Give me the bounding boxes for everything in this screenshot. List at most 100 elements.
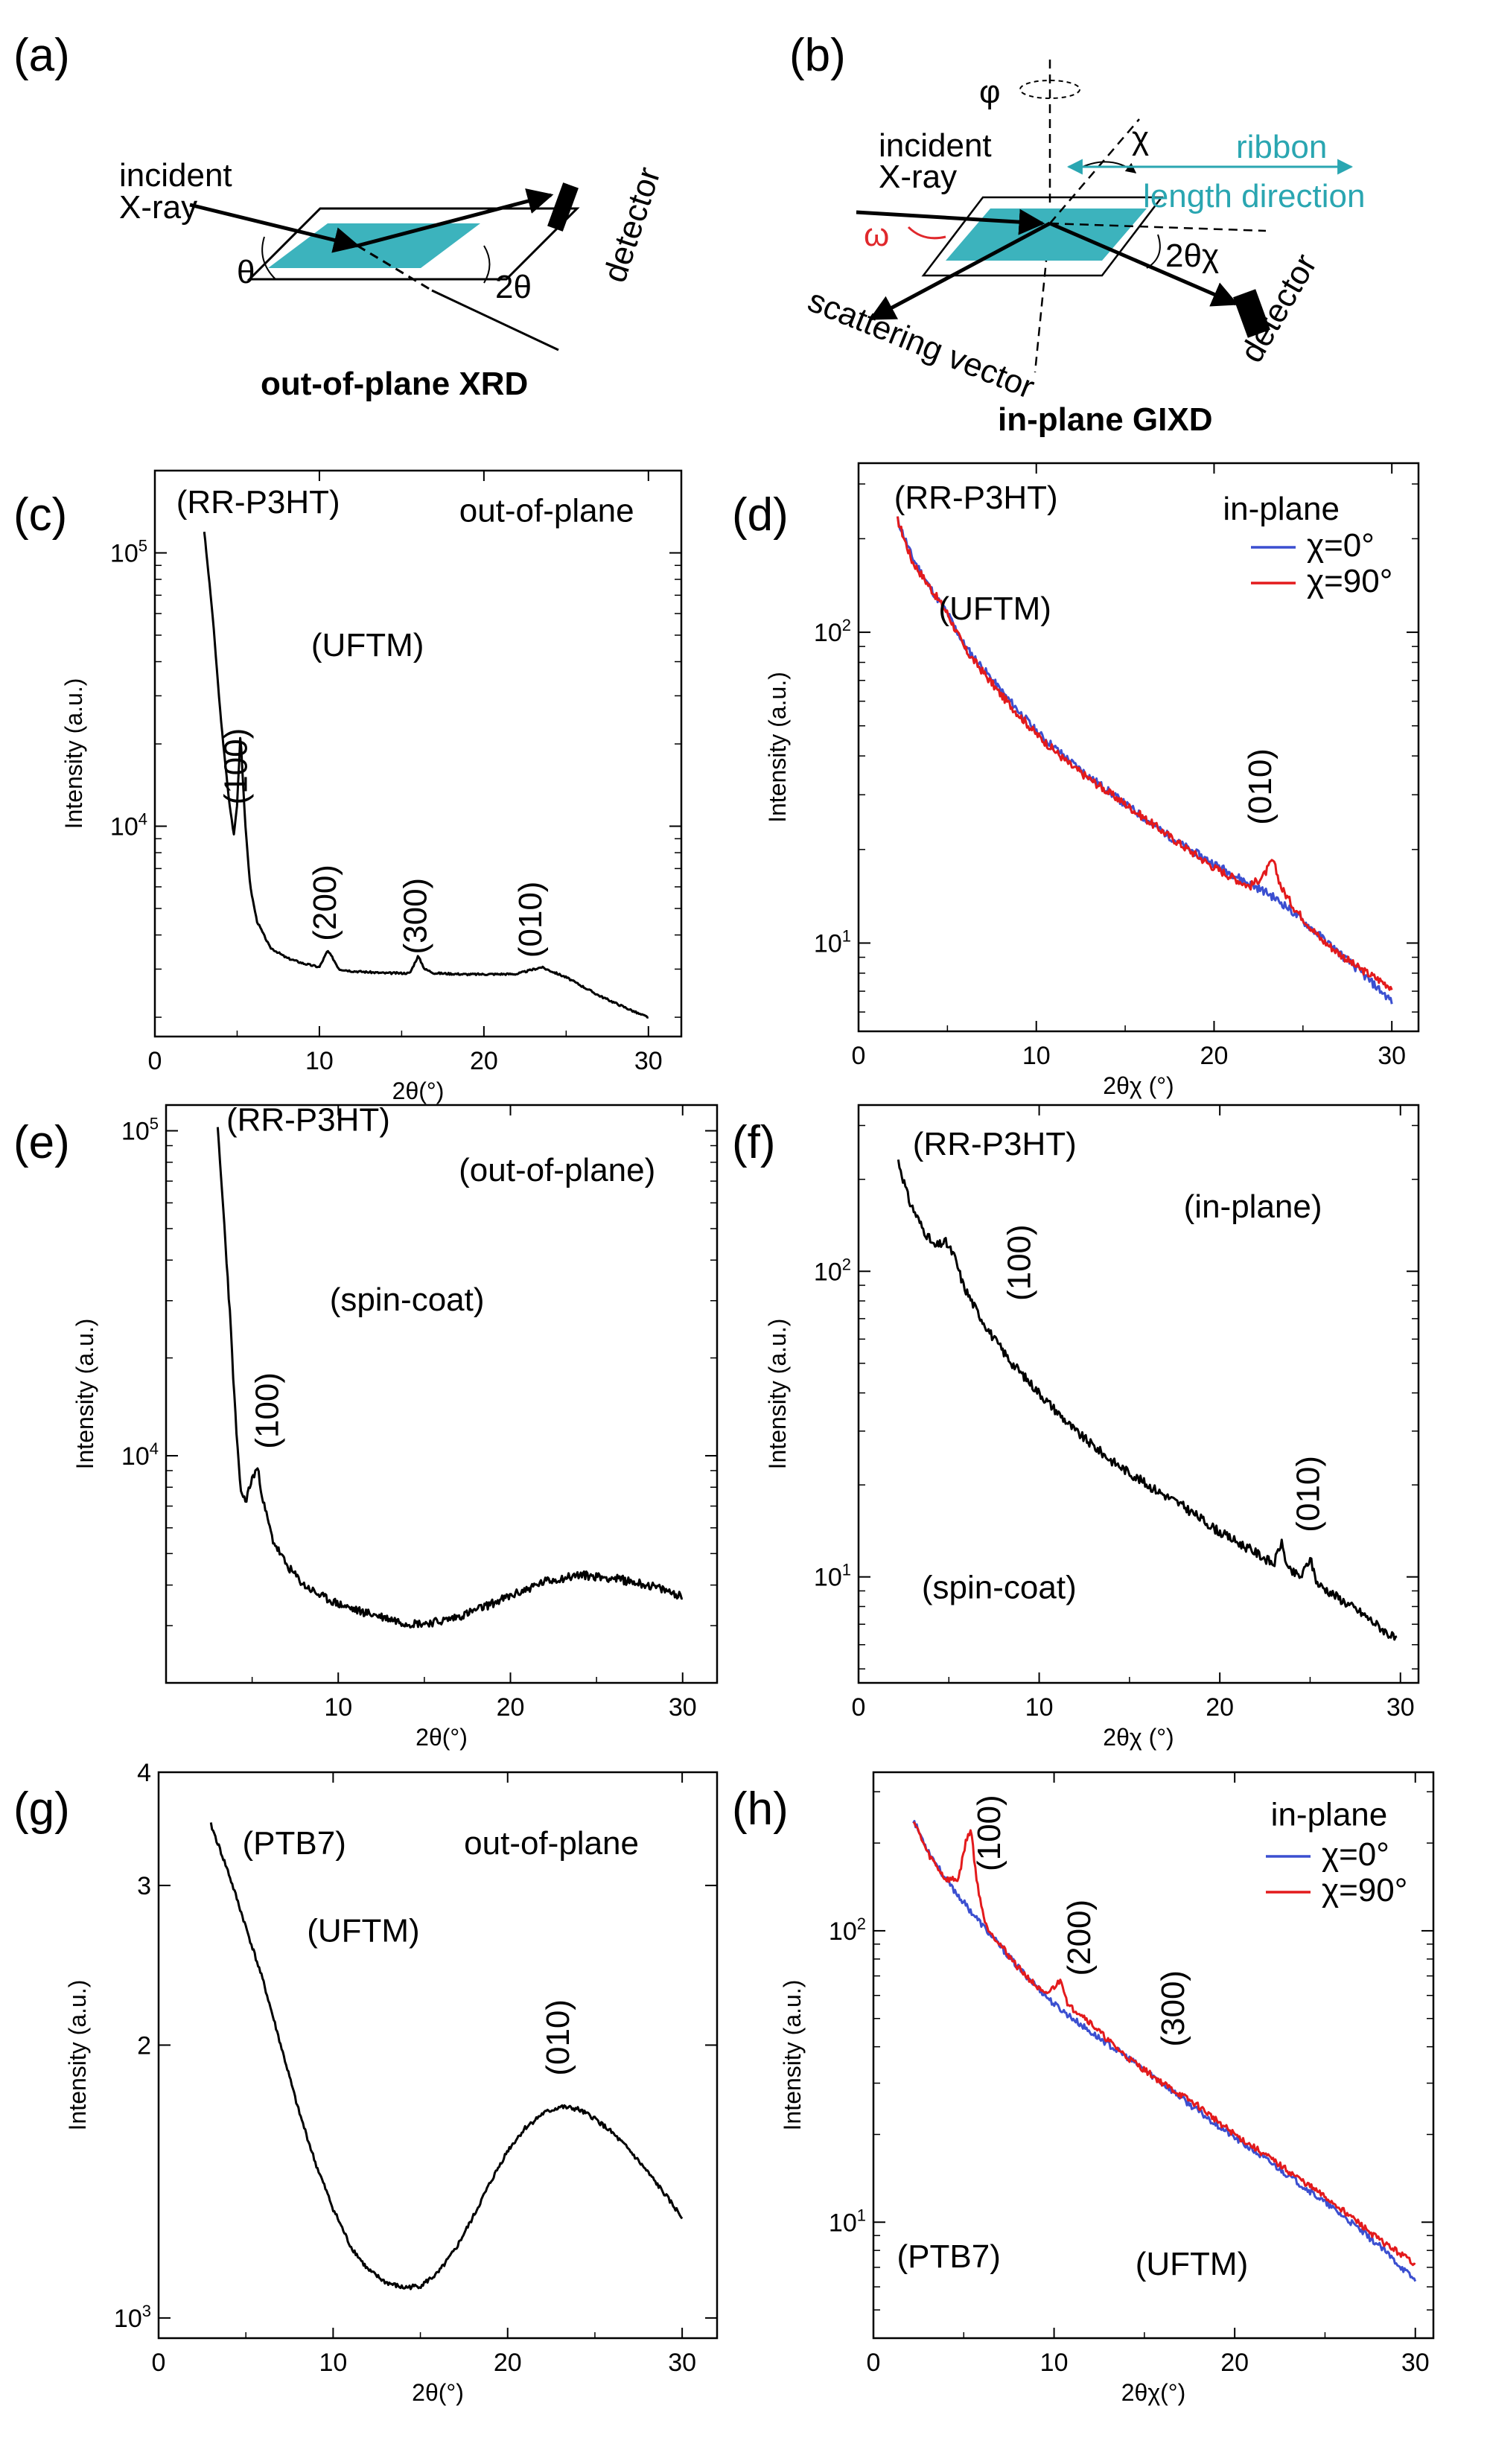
peak-label: (010) [512, 882, 549, 958]
theta-arc [261, 236, 276, 280]
y-axis-label: Intensity (a.u.) [71, 1319, 98, 1470]
y-tick-label: 101 [829, 2206, 866, 2237]
y-axis-label: Intensity (a.u.) [779, 1980, 806, 2131]
y-tick-label: 102 [814, 616, 851, 647]
incident-label-2: X-ray [119, 189, 197, 226]
annotation: (RR-P3HT) [913, 1126, 1077, 1162]
annotation: (PTB7) [243, 1825, 346, 1862]
omega-arc [907, 226, 946, 240]
panel-b-caption: in-plane GIXD [998, 401, 1212, 438]
panel-label: (f) [732, 1117, 776, 1168]
panel-label: (h) [732, 1783, 789, 1835]
legend-label: χ=90° [1307, 563, 1392, 599]
x-tick-label: 10 [1025, 1693, 1054, 1722]
series-line [913, 1821, 1416, 2267]
peak-label: (200) [1061, 1900, 1098, 1976]
y-tick-label: 2 [137, 2031, 151, 2060]
x-tick-label: 0 [148, 1047, 162, 1075]
x-tick-label: 30 [634, 1047, 663, 1075]
y-tick-label: 104 [121, 1439, 159, 1471]
chart-panel-g: (g) 0 10 20 30 103 2 3 4 2θ(°) Intensity (a.u.) (PT… [13, 1759, 719, 2406]
annotation: out-of-plane [459, 493, 634, 529]
annotation: (RR-P3HT) [226, 1102, 390, 1139]
annotation: (in-plane) [1184, 1188, 1322, 1225]
peak-label: (100) [249, 1372, 285, 1449]
x-tick-label: 30 [669, 1693, 697, 1722]
x-tick-label: 0 [867, 2349, 881, 2377]
chart-panel-h: (h) 0 10 20 30 101 102 2θχ(°) Intensity (a.u.) in… [732, 1771, 1435, 2406]
y-axis-label: Intensity (a.u.) [764, 672, 791, 823]
x-tick-label: 30 [1401, 2349, 1430, 2377]
vertical-axis-bottom [1034, 223, 1051, 373]
annotation: (spin-coat) [922, 1570, 1077, 1606]
x-tick-label: 30 [1386, 1693, 1415, 1722]
x-tick-label: 20 [494, 2349, 522, 2377]
peak-label: (010) [540, 1999, 576, 2076]
annotation: (UFTM) [938, 590, 1051, 627]
in-plane-axis [1049, 222, 1267, 232]
x-axis-label: 2θχ (°) [1103, 1724, 1174, 1751]
y-tick-label: 103 [114, 2302, 151, 2333]
series-line [203, 532, 649, 1019]
y-tick-label: 102 [814, 1255, 851, 1286]
peak-label: (300) [1155, 1970, 1191, 2047]
x-axis-label: 2θ(°) [392, 1077, 445, 1104]
annotation: (UFTM) [307, 1913, 420, 1949]
two-theta-chi-label: 2θχ [1165, 238, 1219, 274]
x-tick-label: 10 [324, 1693, 352, 1722]
x-axis-label: 2θ(°) [415, 1724, 468, 1751]
peak-label: (100) [971, 1795, 1007, 1871]
sample-holder-b [921, 196, 1164, 277]
chi-label: χ [1132, 120, 1149, 156]
plot-frame [153, 469, 683, 1038]
y-tick-label: 105 [121, 1115, 159, 1146]
chart-panel-c: (c) 0 10 20 30 104 105 2θ(°) Intensity (a.u.) (RR… [13, 469, 683, 1104]
x-tick-label: 10 [319, 2349, 347, 2377]
diffracted-beam-arrow [357, 188, 554, 248]
peak-label: (010) [1242, 748, 1279, 825]
panel-label: (c) [13, 489, 67, 541]
panel-a-label: (a) [13, 30, 70, 81]
panel-label: (g) [13, 1783, 70, 1835]
panel-label: (e) [13, 1117, 70, 1168]
annotation: (spin-coat) [330, 1282, 485, 1318]
y-tick-label: 101 [814, 926, 851, 958]
legend-label: χ=90° [1322, 1872, 1407, 1909]
y-tick-label: 3 [137, 1872, 151, 1900]
detector-block-b [1233, 289, 1270, 338]
annotation: (out-of-plane) [459, 1152, 655, 1188]
x-tick-label: 0 [852, 1693, 866, 1722]
legend-label: χ=0° [1322, 1836, 1389, 1873]
incident-label-b-2: X-ray [879, 159, 957, 195]
chart-panel-d: (d) 0 10 20 30 101 102 2θχ (°) Intensity (a.u.) (… [732, 462, 1420, 1099]
panel-a-diagram: (a) incident X-ray θ 2θ detector out-of-… [13, 30, 668, 402]
annotation: in-plane [1223, 491, 1340, 527]
x-tick-label: 20 [470, 1047, 498, 1075]
x-axis-label: 2θχ (°) [1103, 1072, 1174, 1099]
series-line [216, 1127, 683, 1629]
theta-label: θ [237, 254, 255, 290]
plot-frame [872, 1771, 1435, 2340]
omega-label: ω [864, 217, 889, 253]
panel-b-diagram: (b) φ χ ribbon length direction ω 2θχ in… [789, 30, 1365, 438]
incident-label-1: incident [119, 157, 232, 194]
x-tick-label: 20 [497, 1693, 525, 1722]
x-tick-label: 10 [1022, 1042, 1051, 1070]
phi-label: φ [979, 74, 1001, 110]
plot-frame [857, 462, 1420, 1033]
y-axis-label: Intensity (a.u.) [764, 1319, 791, 1470]
transmitted-line [431, 289, 559, 351]
x-axis-label: 2θ(°) [412, 2379, 464, 2406]
x-tick-label: 20 [1206, 1693, 1234, 1722]
x-tick-label: 30 [1378, 1042, 1406, 1070]
ribbon-label-1: ribbon [1236, 129, 1327, 165]
x-tick-label: 10 [1040, 2349, 1069, 2377]
detector-block [547, 182, 579, 232]
detector-label: detector [596, 163, 668, 287]
two-theta-arc [483, 245, 491, 284]
plot-frame [157, 1771, 719, 2340]
y-axis-label: Intensity (a.u.) [64, 1980, 91, 2131]
ribbon-label-2: length direction [1143, 178, 1365, 214]
x-tick-label: 0 [852, 1042, 866, 1070]
peak-label: (100) [218, 728, 255, 805]
